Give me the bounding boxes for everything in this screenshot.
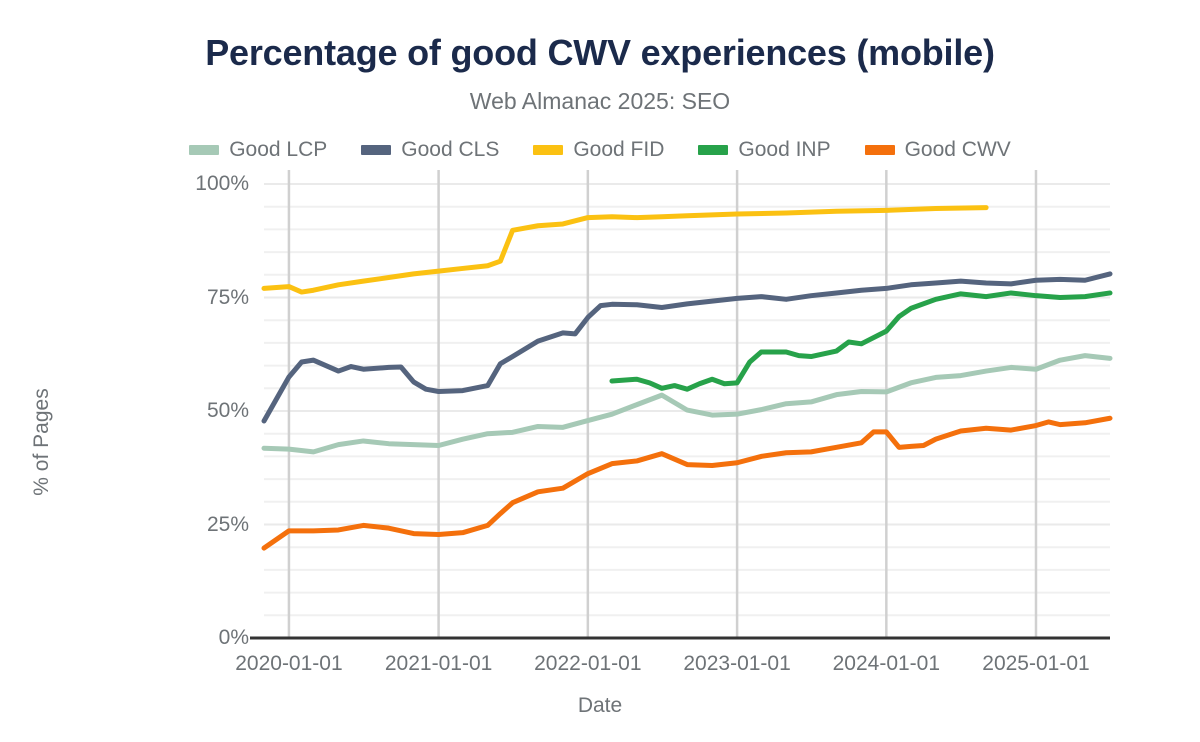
legend-swatch-icon (698, 145, 729, 155)
legend-item-good-fid[interactable]: Good FID (533, 138, 664, 162)
legend-item-label: Good CWV (904, 138, 1011, 161)
y-axis-tick-label: 50% (206, 399, 249, 422)
legend-item-label: Good FID (573, 138, 665, 161)
major-gridlines-x (287, 170, 1038, 638)
y-axis-tick-label: 75% (206, 285, 249, 309)
legend-item-label: Good LCP (229, 138, 328, 161)
legend-item-label: Good INP (738, 138, 831, 161)
y-axis-title: % of Pages (30, 388, 53, 496)
legend-swatch-icon (533, 145, 564, 155)
series-line-good-fid[interactable] (261, 205, 989, 295)
x-axis-tick-label: 2023-01-01 (683, 652, 791, 675)
legend-item-good-cwv[interactable]: Good CWV (864, 138, 1011, 162)
legend-swatch-icon (189, 145, 220, 155)
x-axis-title: Date (577, 694, 623, 717)
x-axis-tick-label: 2021-01-01 (384, 652, 493, 675)
x-axis-tick-label: 2020-01-01 (235, 652, 343, 675)
chart-legend: Good LCP Good CLS Good FID Good INP Good CWV (0, 138, 1200, 162)
series-lines (261, 205, 1113, 551)
legend-item-label: Good CLS (401, 138, 500, 161)
legend-item-good-lcp[interactable]: Good LCP (189, 138, 327, 162)
page-title: Percentage of good CWV experiences (mobi… (205, 32, 995, 73)
chart-subtitle: Web Almanac 2025: SEO (469, 88, 731, 114)
x-axis-tick-label: 2025-01-01 (982, 652, 1090, 675)
major-gridlines-y (264, 183, 1110, 526)
x-axis-tick-label: 2024-01-01 (832, 652, 941, 675)
legend-swatch-icon (864, 145, 895, 155)
y-axis-tick-label: 0% (218, 626, 249, 649)
series-line-good-inp[interactable] (609, 290, 1113, 392)
series-line-good-cls[interactable] (261, 271, 1113, 424)
y-axis-tick-label: 100% (195, 172, 249, 195)
x-axis-tick-label: 2022-01-01 (534, 652, 642, 675)
series-line-good-lcp[interactable] (261, 353, 1113, 455)
legend-item-good-inp[interactable]: Good INP (698, 138, 831, 162)
legend-swatch-icon (361, 145, 392, 155)
series-line-good-cwv[interactable] (261, 415, 1113, 551)
legend-item-good-cls[interactable]: Good CLS (361, 138, 499, 162)
y-axis-tick-label: 25% (206, 512, 249, 536)
